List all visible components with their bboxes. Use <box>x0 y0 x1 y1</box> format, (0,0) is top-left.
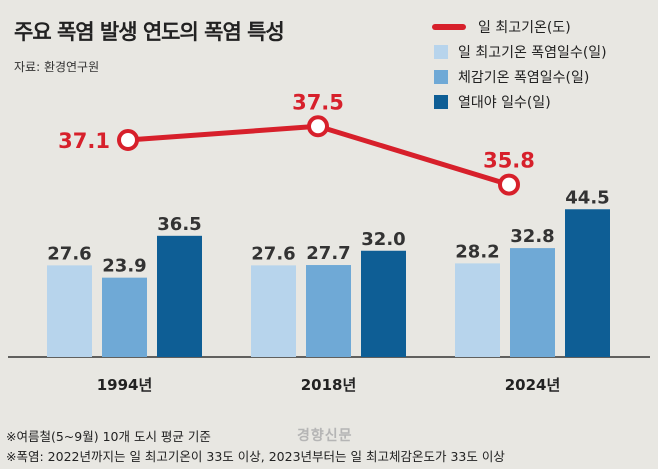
line-point <box>307 115 329 138</box>
bar-value-label: 32.0 <box>361 229 405 250</box>
line-point <box>117 129 139 151</box>
bar <box>361 250 406 357</box>
legend-label: 체감기온 폭염일수(일) <box>458 69 590 86</box>
bar <box>455 263 500 357</box>
bar-value-label: 28.2 <box>455 241 499 262</box>
legend-item-tropical-nights: 열대야 일수(일) <box>432 89 607 114</box>
bar-value-label: 32.8 <box>510 226 554 247</box>
bar-value-label: 27.6 <box>251 243 295 264</box>
line-point-label: 35.8 <box>483 149 535 173</box>
legend-item-heatwave-days: 일 최고기온 폭염일수(일) <box>432 39 607 64</box>
bar <box>157 235 202 357</box>
bar <box>102 277 147 357</box>
legend: 일 최고기온(도) 일 최고기온 폭염일수(일) 체감기온 폭염일수(일) 열대… <box>432 14 607 114</box>
watermark: 경향신문 <box>297 428 353 444</box>
bar <box>306 265 351 357</box>
footnotes: ※여름철(5~9월) 10개 도시 평균 기준 ※폭염: 2022년까지는 일 … <box>6 427 505 467</box>
x-tick-label: 2024년 <box>505 376 561 394</box>
bar-value-label: 36.5 <box>157 214 201 235</box>
legend-label: 열대야 일수(일) <box>458 94 551 111</box>
footnote: ※여름철(5~9월) 10개 도시 평균 기준 <box>6 429 211 444</box>
line-point-label: 37.5 <box>292 90 344 114</box>
bar <box>565 209 610 357</box>
bar <box>510 248 555 357</box>
line-point-label: 37.1 <box>58 129 110 153</box>
legend-item-max-temp: 일 최고기온(도) <box>432 14 607 39</box>
line-point <box>498 173 520 196</box>
bar-value-label: 27.7 <box>306 243 350 264</box>
legend-label: 일 최고기온 폭염일수(일) <box>458 44 607 61</box>
legend-label: 일 최고기온(도) <box>478 19 571 36</box>
legend-swatch-box <box>434 69 448 84</box>
legend-swatch-box <box>434 94 448 109</box>
page-title: 주요 폭염 발생 연도의 폭염 특성 <box>14 20 285 44</box>
bar-value-label: 23.9 <box>102 256 146 277</box>
legend-swatch-line <box>432 23 466 30</box>
legend-swatch-box <box>434 44 448 59</box>
bar <box>47 265 92 357</box>
legend-item-feels-like-days: 체감기온 폭염일수(일) <box>432 64 607 89</box>
bar-value-label: 44.5 <box>565 187 609 208</box>
source-note: 자료: 환경연구원 <box>14 60 100 74</box>
bar <box>251 265 296 357</box>
x-tick-label: 2018년 <box>301 376 357 394</box>
x-tick-label: 1994년 <box>97 376 153 394</box>
bar-value-label: 27.6 <box>47 243 91 264</box>
footnote: ※폭염: 2022년까지는 일 최고기온이 33도 이상, 2023년부터는 일… <box>6 449 505 464</box>
